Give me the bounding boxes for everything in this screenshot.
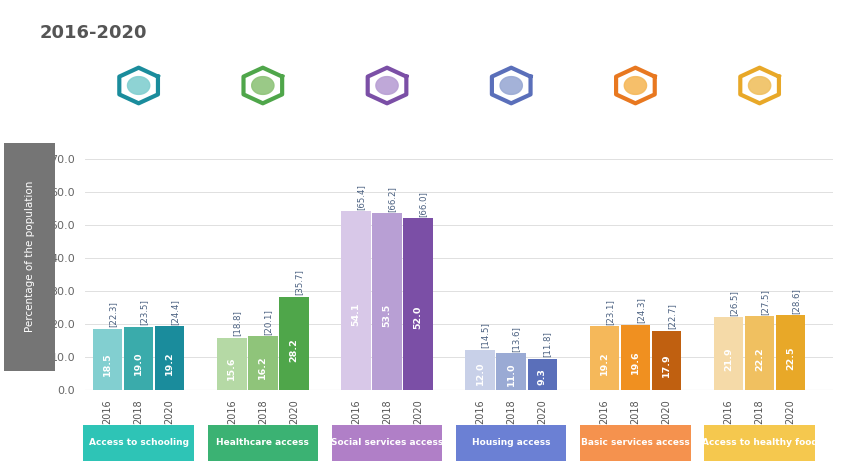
- Text: [28.6]: [28.6]: [791, 288, 800, 314]
- Bar: [403, 218, 433, 390]
- Text: 53.5: 53.5: [382, 304, 392, 327]
- FancyBboxPatch shape: [2, 120, 58, 393]
- Text: 52.0: 52.0: [414, 306, 422, 329]
- Text: [18.8]: [18.8]: [232, 311, 241, 336]
- Text: 12.0: 12.0: [476, 361, 484, 385]
- Bar: [124, 327, 153, 389]
- Bar: [776, 315, 806, 390]
- Bar: [372, 213, 402, 390]
- Polygon shape: [740, 68, 779, 104]
- Text: Social services access: Social services access: [331, 438, 443, 447]
- Bar: [279, 296, 309, 389]
- Bar: [620, 325, 650, 390]
- Text: 2016-2020: 2016-2020: [40, 24, 147, 42]
- FancyBboxPatch shape: [571, 422, 700, 464]
- Bar: [496, 353, 526, 389]
- Bar: [341, 211, 371, 390]
- Text: Percentage of the population: Percentage of the population: [25, 181, 35, 332]
- FancyBboxPatch shape: [695, 422, 824, 464]
- Text: [23.5]: [23.5]: [139, 299, 148, 325]
- Text: [35.7]: [35.7]: [294, 269, 303, 295]
- Text: [66.0]: [66.0]: [419, 191, 428, 217]
- Text: [66.2]: [66.2]: [388, 186, 397, 212]
- Polygon shape: [624, 76, 647, 95]
- Bar: [155, 326, 184, 390]
- FancyBboxPatch shape: [75, 422, 202, 464]
- Text: [20.1]: [20.1]: [264, 309, 272, 334]
- Text: 19.2: 19.2: [600, 351, 609, 375]
- Text: [13.6]: [13.6]: [512, 326, 521, 352]
- Text: 19.2: 19.2: [165, 351, 174, 375]
- Polygon shape: [492, 68, 530, 104]
- Text: [26.5]: [26.5]: [729, 290, 738, 316]
- FancyBboxPatch shape: [199, 422, 327, 464]
- Text: 9.3: 9.3: [538, 368, 547, 385]
- Polygon shape: [368, 68, 406, 104]
- Bar: [93, 329, 122, 390]
- Text: in millions of persons: in millions of persons: [613, 22, 756, 35]
- Text: Healthcare access: Healthcare access: [217, 438, 309, 447]
- Text: [23.1]: [23.1]: [605, 299, 614, 324]
- Text: [27.5]: [27.5]: [760, 289, 769, 315]
- Text: 22.2: 22.2: [755, 347, 764, 370]
- Text: 22.5: 22.5: [786, 347, 795, 370]
- Text: Access to schooling: Access to schooling: [88, 438, 189, 447]
- Bar: [652, 331, 681, 389]
- Text: Access to healthy food: Access to healthy food: [702, 438, 818, 447]
- Text: [22.3]: [22.3]: [108, 301, 117, 327]
- Bar: [528, 359, 557, 390]
- Polygon shape: [749, 76, 771, 95]
- Bar: [466, 350, 495, 390]
- Text: 19.0: 19.0: [134, 352, 143, 375]
- Text: [11.8]: [11.8]: [543, 332, 552, 357]
- Text: 54.1: 54.1: [351, 303, 360, 326]
- Text: 19.6: 19.6: [631, 351, 640, 374]
- Text: [24.3]: [24.3]: [636, 297, 645, 323]
- Text: 17.9: 17.9: [662, 353, 671, 377]
- Text: 18.5: 18.5: [103, 352, 112, 376]
- Text: 21.9: 21.9: [724, 347, 733, 371]
- Text: [22.7]: [22.7]: [667, 303, 676, 329]
- Polygon shape: [119, 68, 158, 104]
- Bar: [217, 338, 246, 390]
- Bar: [745, 316, 774, 390]
- Text: 15.6: 15.6: [227, 356, 236, 380]
- Polygon shape: [243, 68, 282, 104]
- Polygon shape: [252, 76, 274, 95]
- Text: [14.5]: [14.5]: [481, 323, 490, 348]
- Bar: [248, 336, 278, 389]
- Text: 16.2: 16.2: [258, 355, 268, 379]
- Polygon shape: [616, 68, 654, 104]
- Polygon shape: [376, 76, 398, 95]
- Polygon shape: [500, 76, 523, 95]
- Text: Basic services access: Basic services access: [581, 438, 690, 447]
- Text: 11.0: 11.0: [507, 362, 516, 386]
- Text: [24.4]: [24.4]: [170, 299, 179, 324]
- Bar: [590, 326, 619, 390]
- Polygon shape: [128, 76, 150, 95]
- Text: Housing access: Housing access: [472, 438, 551, 447]
- Text: [65.4]: [65.4]: [356, 184, 366, 209]
- Bar: [714, 317, 743, 390]
- FancyBboxPatch shape: [447, 422, 575, 464]
- FancyBboxPatch shape: [323, 422, 451, 464]
- Text: 28.2: 28.2: [289, 339, 298, 362]
